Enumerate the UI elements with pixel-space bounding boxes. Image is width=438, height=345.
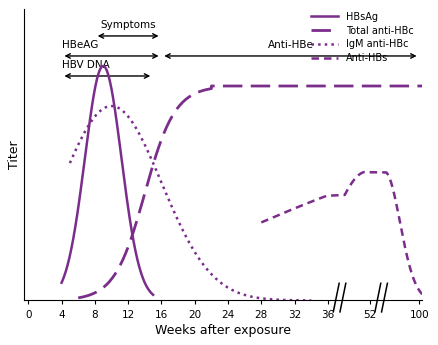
Text: Symptoms: Symptoms xyxy=(100,20,156,30)
Text: HBV DNA: HBV DNA xyxy=(62,60,110,70)
Text: Anti-HBe: Anti-HBe xyxy=(268,40,313,50)
Legend: HBsAg, Total anti-HBc, IgM anti-HBc, Anti-HBs: HBsAg, Total anti-HBc, IgM anti-HBc, Ant… xyxy=(307,8,417,67)
Y-axis label: Titer: Titer xyxy=(8,140,21,169)
Text: HBeAG: HBeAG xyxy=(62,40,98,50)
X-axis label: Weeks after exposure: Weeks after exposure xyxy=(155,324,291,337)
